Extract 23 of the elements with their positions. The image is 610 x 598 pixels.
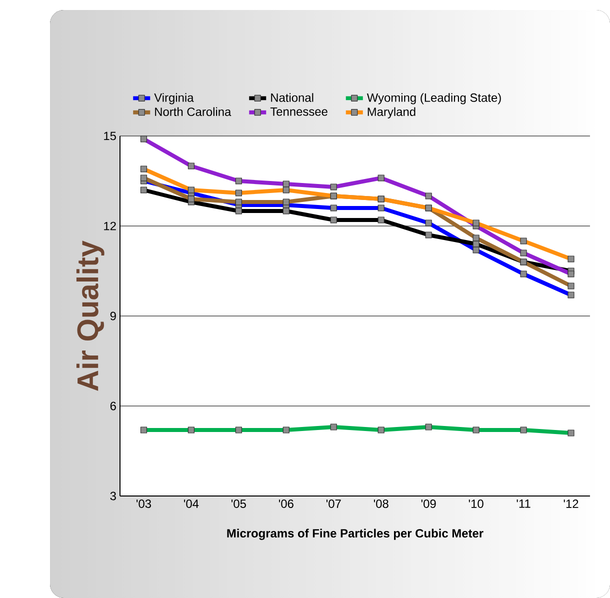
legend-label: Tennessee bbox=[270, 107, 328, 116]
y-axis-title: Air Quality bbox=[76, 240, 104, 391]
x-tick-label: '08 bbox=[374, 500, 388, 508]
y-tick-label: 15 bbox=[104, 132, 116, 140]
x-tick-label: '05 bbox=[232, 500, 246, 508]
legend-label: Virginia bbox=[154, 93, 194, 104]
y-tick-label: 3 bbox=[110, 492, 116, 500]
y-tick-label: 9 bbox=[110, 312, 116, 320]
x-tick-label: '03 bbox=[136, 500, 152, 508]
x-tick-label: '04 bbox=[184, 500, 199, 508]
x-axis-title: Micrograms of Fine Particles per Cubic Meter bbox=[227, 528, 484, 540]
legend-label: National bbox=[271, 93, 314, 102]
x-tick-label: '11 bbox=[516, 500, 530, 508]
y-tick-label: 6 bbox=[110, 402, 116, 410]
x-tick-label: '07 bbox=[326, 500, 341, 508]
legend-label: Maryland bbox=[368, 107, 416, 118]
legend-label: North Carolina bbox=[155, 107, 232, 116]
x-tick-label: '10 bbox=[468, 500, 484, 508]
legend-label: Wyoming (Leading State) bbox=[366, 93, 501, 104]
y-tick-label: 12 bbox=[104, 222, 116, 230]
x-tick-label: '09 bbox=[421, 500, 436, 508]
x-tick-label: '06 bbox=[278, 500, 294, 508]
x-tick-label: '12 bbox=[564, 500, 578, 508]
